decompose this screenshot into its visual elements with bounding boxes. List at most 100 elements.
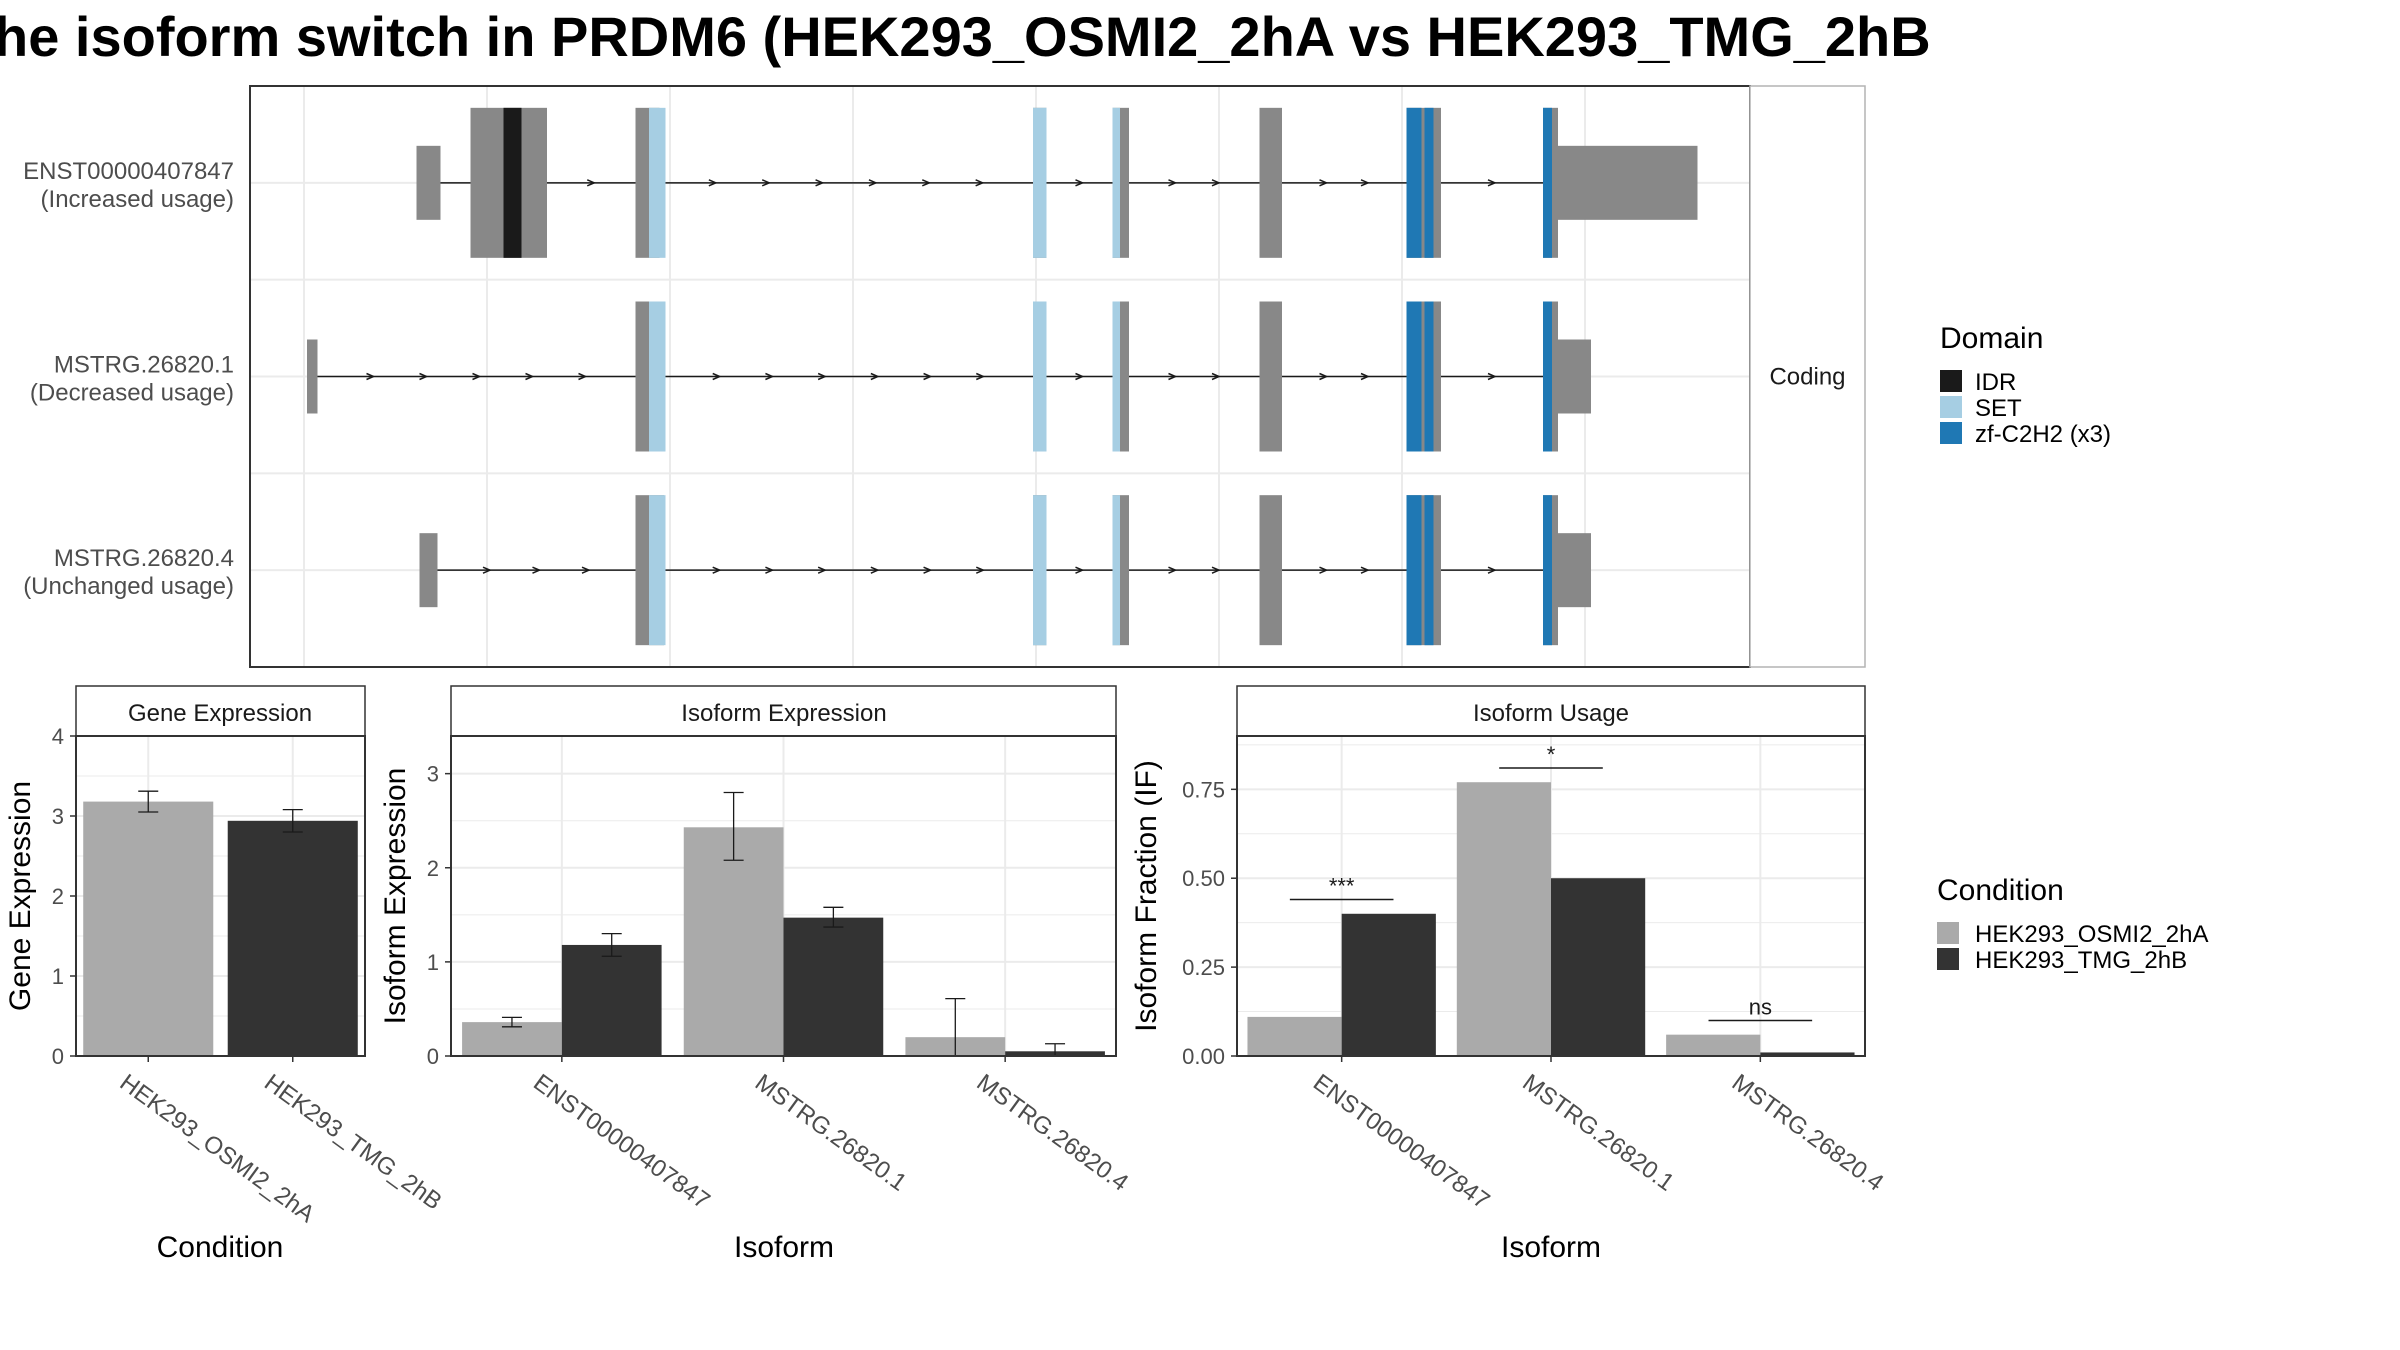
- y-tick-label: 0.75: [1182, 777, 1225, 802]
- bar-hek293-tmg-2hb: [1551, 878, 1646, 1056]
- transcript-usage: (Unchanged usage): [23, 573, 234, 600]
- x-tick-label: MSTRG.26820.1: [1517, 1069, 1679, 1197]
- panel-strip: [450, 685, 1117, 737]
- figure-title: he isoform switch in PRDM6 (HEK293_OSMI2…: [0, 5, 1931, 68]
- domain-zf-c2h2-x3: [1406, 301, 1422, 452]
- strand-arrow: [1319, 372, 1329, 381]
- strand-arrow: [765, 566, 775, 574]
- significance-label: ***: [1329, 874, 1355, 899]
- condition-legend-title: Condition: [1937, 874, 2064, 907]
- strand-arrow: [1075, 372, 1085, 381]
- panel-title: Gene Expression: [128, 700, 312, 727]
- domain-zf-c2h2-x3: [1543, 107, 1552, 258]
- bar-hek293-tmg-2hb: [783, 917, 884, 1056]
- utr-exon: [1558, 339, 1591, 414]
- domain-set: [1112, 301, 1120, 452]
- transcript-usage: (Increased usage): [41, 186, 234, 213]
- domain-zf-c2h2-x3: [1543, 301, 1552, 452]
- strand-arrow: [1075, 179, 1085, 187]
- transcript-row-mstrg-26820-1: MSTRG.26820.1(Decreased usage): [30, 301, 1750, 452]
- utr-exon: [1558, 533, 1591, 608]
- strand-arrow: [1168, 179, 1178, 187]
- legend-key-zf-c2h2-x3: [1940, 422, 1962, 444]
- bar-hek293-osmi2-2ha: [1247, 1016, 1342, 1056]
- facet-strip: [1749, 85, 1866, 668]
- legend-key-hek293-tmg-2hb: [1937, 948, 1959, 970]
- strand-arrow: [975, 372, 986, 381]
- strand-arrow: [1168, 372, 1178, 381]
- y-tick-label: 1: [427, 950, 439, 975]
- bar-hek293-tmg-2hb: [561, 944, 662, 1056]
- domain-set: [649, 495, 666, 646]
- panel-strip: [1236, 685, 1866, 737]
- domain-set: [1112, 495, 1120, 646]
- significance-label: *: [1547, 742, 1556, 767]
- strand-arrow: [1487, 179, 1497, 187]
- strand-arrow: [923, 566, 933, 574]
- strand-arrow: [765, 372, 775, 381]
- x-tick-label: MSTRG.26820.4: [972, 1069, 1134, 1197]
- x-axis-title: Condition: [157, 1231, 284, 1264]
- utr-exon: [416, 145, 441, 220]
- strand-arrow: [761, 179, 772, 187]
- bar-hek293-tmg-2hb: [1341, 913, 1436, 1056]
- coding-exon: [1259, 107, 1282, 258]
- coding-exon: [1259, 301, 1282, 452]
- domain-set: [649, 301, 666, 452]
- utr-exon: [1558, 145, 1698, 220]
- strand-arrow: [923, 372, 933, 381]
- strand-arrow: [1319, 179, 1329, 187]
- legend-key-idr: [1940, 370, 1962, 392]
- domain-zf-c2h2-x3: [1543, 495, 1552, 646]
- y-tick-label: 2: [427, 856, 439, 881]
- y-tick-label: 0.25: [1182, 955, 1225, 980]
- bar-hek293-osmi2-2ha: [462, 1022, 562, 1056]
- bar-chart-panels: Gene Expression01234HEK293_OSMI2_2hAHEK2…: [4, 685, 1888, 1264]
- y-tick-label: 3: [52, 804, 64, 829]
- strand-arrow: [472, 372, 482, 381]
- strand-arrow: [581, 566, 591, 574]
- y-tick-label: 4: [52, 724, 64, 749]
- strand-arrow: [366, 372, 376, 381]
- bar: [83, 801, 214, 1056]
- strand-arrow: [817, 566, 828, 574]
- legend-key-set: [1940, 396, 1962, 418]
- strand-arrow: [1075, 566, 1085, 574]
- strand-arrow: [870, 566, 880, 574]
- coding-exon: [1259, 495, 1282, 646]
- strand-arrow: [1211, 179, 1221, 187]
- strand-arrow: [1360, 372, 1370, 381]
- transcript-structure-panel: ENST00000407847(Increased usage) MSTRG.26…: [23, 85, 1866, 668]
- y-axis-title: Gene Expression: [4, 781, 37, 1011]
- significance-label: ns: [1749, 994, 1772, 1019]
- domain-zf-c2h2-x3: [1424, 301, 1434, 452]
- domain-set: [1112, 107, 1120, 258]
- strand-arrow: [1211, 372, 1221, 381]
- x-tick-label: ENST00000407847: [528, 1069, 714, 1215]
- facet-label: Coding: [1769, 364, 1845, 391]
- strand-arrow: [712, 372, 722, 381]
- transcript-row-mstrg-26820-4: MSTRG.26820.4(Unchanged usage): [23, 495, 1750, 646]
- y-axis-title: Isoform Expression: [379, 768, 412, 1025]
- bar-hek293-osmi2-2ha: [683, 827, 784, 1056]
- domain-set: [1033, 301, 1047, 452]
- y-axis-title: Isoform Fraction (IF): [1130, 760, 1163, 1032]
- strand-arrow: [578, 372, 588, 381]
- strand-arrow: [1319, 566, 1329, 574]
- strand-arrow: [586, 179, 597, 187]
- domain-set: [1033, 107, 1047, 258]
- strand-arrow: [921, 179, 932, 187]
- panel-strip: [75, 685, 366, 737]
- strand-arrow: [817, 372, 828, 381]
- transcript-name: MSTRG.26820.4: [54, 545, 234, 572]
- y-tick-label: 2: [52, 884, 64, 909]
- bar-panel-isoform-usage: Isoform Usage****ns0.000.250.500.75ENST0…: [1130, 685, 1888, 1264]
- bar-hek293-osmi2-2ha: [1456, 782, 1551, 1056]
- x-axis-title: Isoform: [1501, 1231, 1601, 1264]
- strand-arrow: [1211, 566, 1221, 574]
- x-tick-label: ENST00000407847: [1308, 1069, 1494, 1215]
- legend-label-hek293-osmi2-2ha: HEK293_OSMI2_2hA: [1975, 921, 2208, 948]
- panel-title: Isoform Expression: [681, 700, 886, 727]
- domain-set: [1033, 495, 1047, 646]
